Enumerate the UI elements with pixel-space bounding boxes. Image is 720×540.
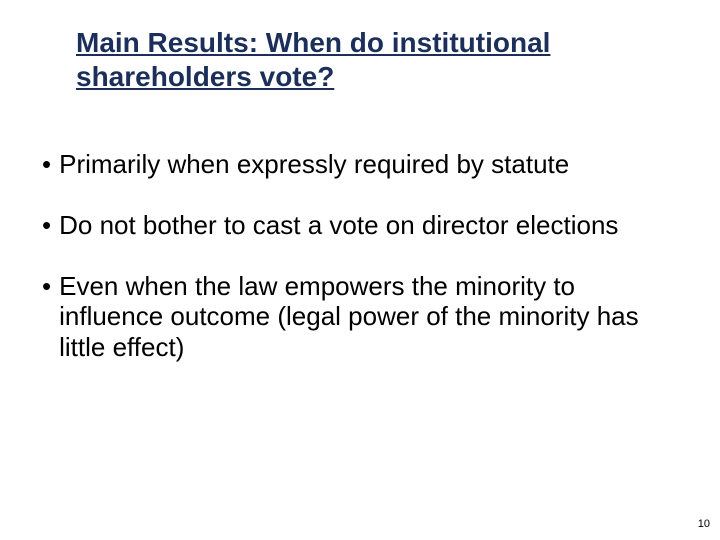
bullet-dot-icon: • bbox=[42, 149, 51, 180]
page-number: 10 bbox=[698, 518, 710, 530]
bullet-item: • Even when the law empowers the minorit… bbox=[42, 271, 678, 363]
bullet-dot-icon: • bbox=[42, 210, 51, 241]
bullet-list: • Primarily when expressly required by s… bbox=[42, 149, 678, 362]
slide: Main Results: When do institutional shar… bbox=[0, 0, 720, 540]
bullet-text: Primarily when expressly required by sta… bbox=[59, 149, 678, 180]
slide-title: Main Results: When do institutional shar… bbox=[76, 26, 668, 93]
bullet-item: • Primarily when expressly required by s… bbox=[42, 149, 678, 180]
bullet-item: • Do not bother to cast a vote on direct… bbox=[42, 210, 678, 241]
bullet-text: Do not bother to cast a vote on director… bbox=[59, 210, 678, 241]
bullet-dot-icon: • bbox=[42, 271, 51, 302]
bullet-text: Even when the law empowers the minority … bbox=[59, 271, 678, 363]
